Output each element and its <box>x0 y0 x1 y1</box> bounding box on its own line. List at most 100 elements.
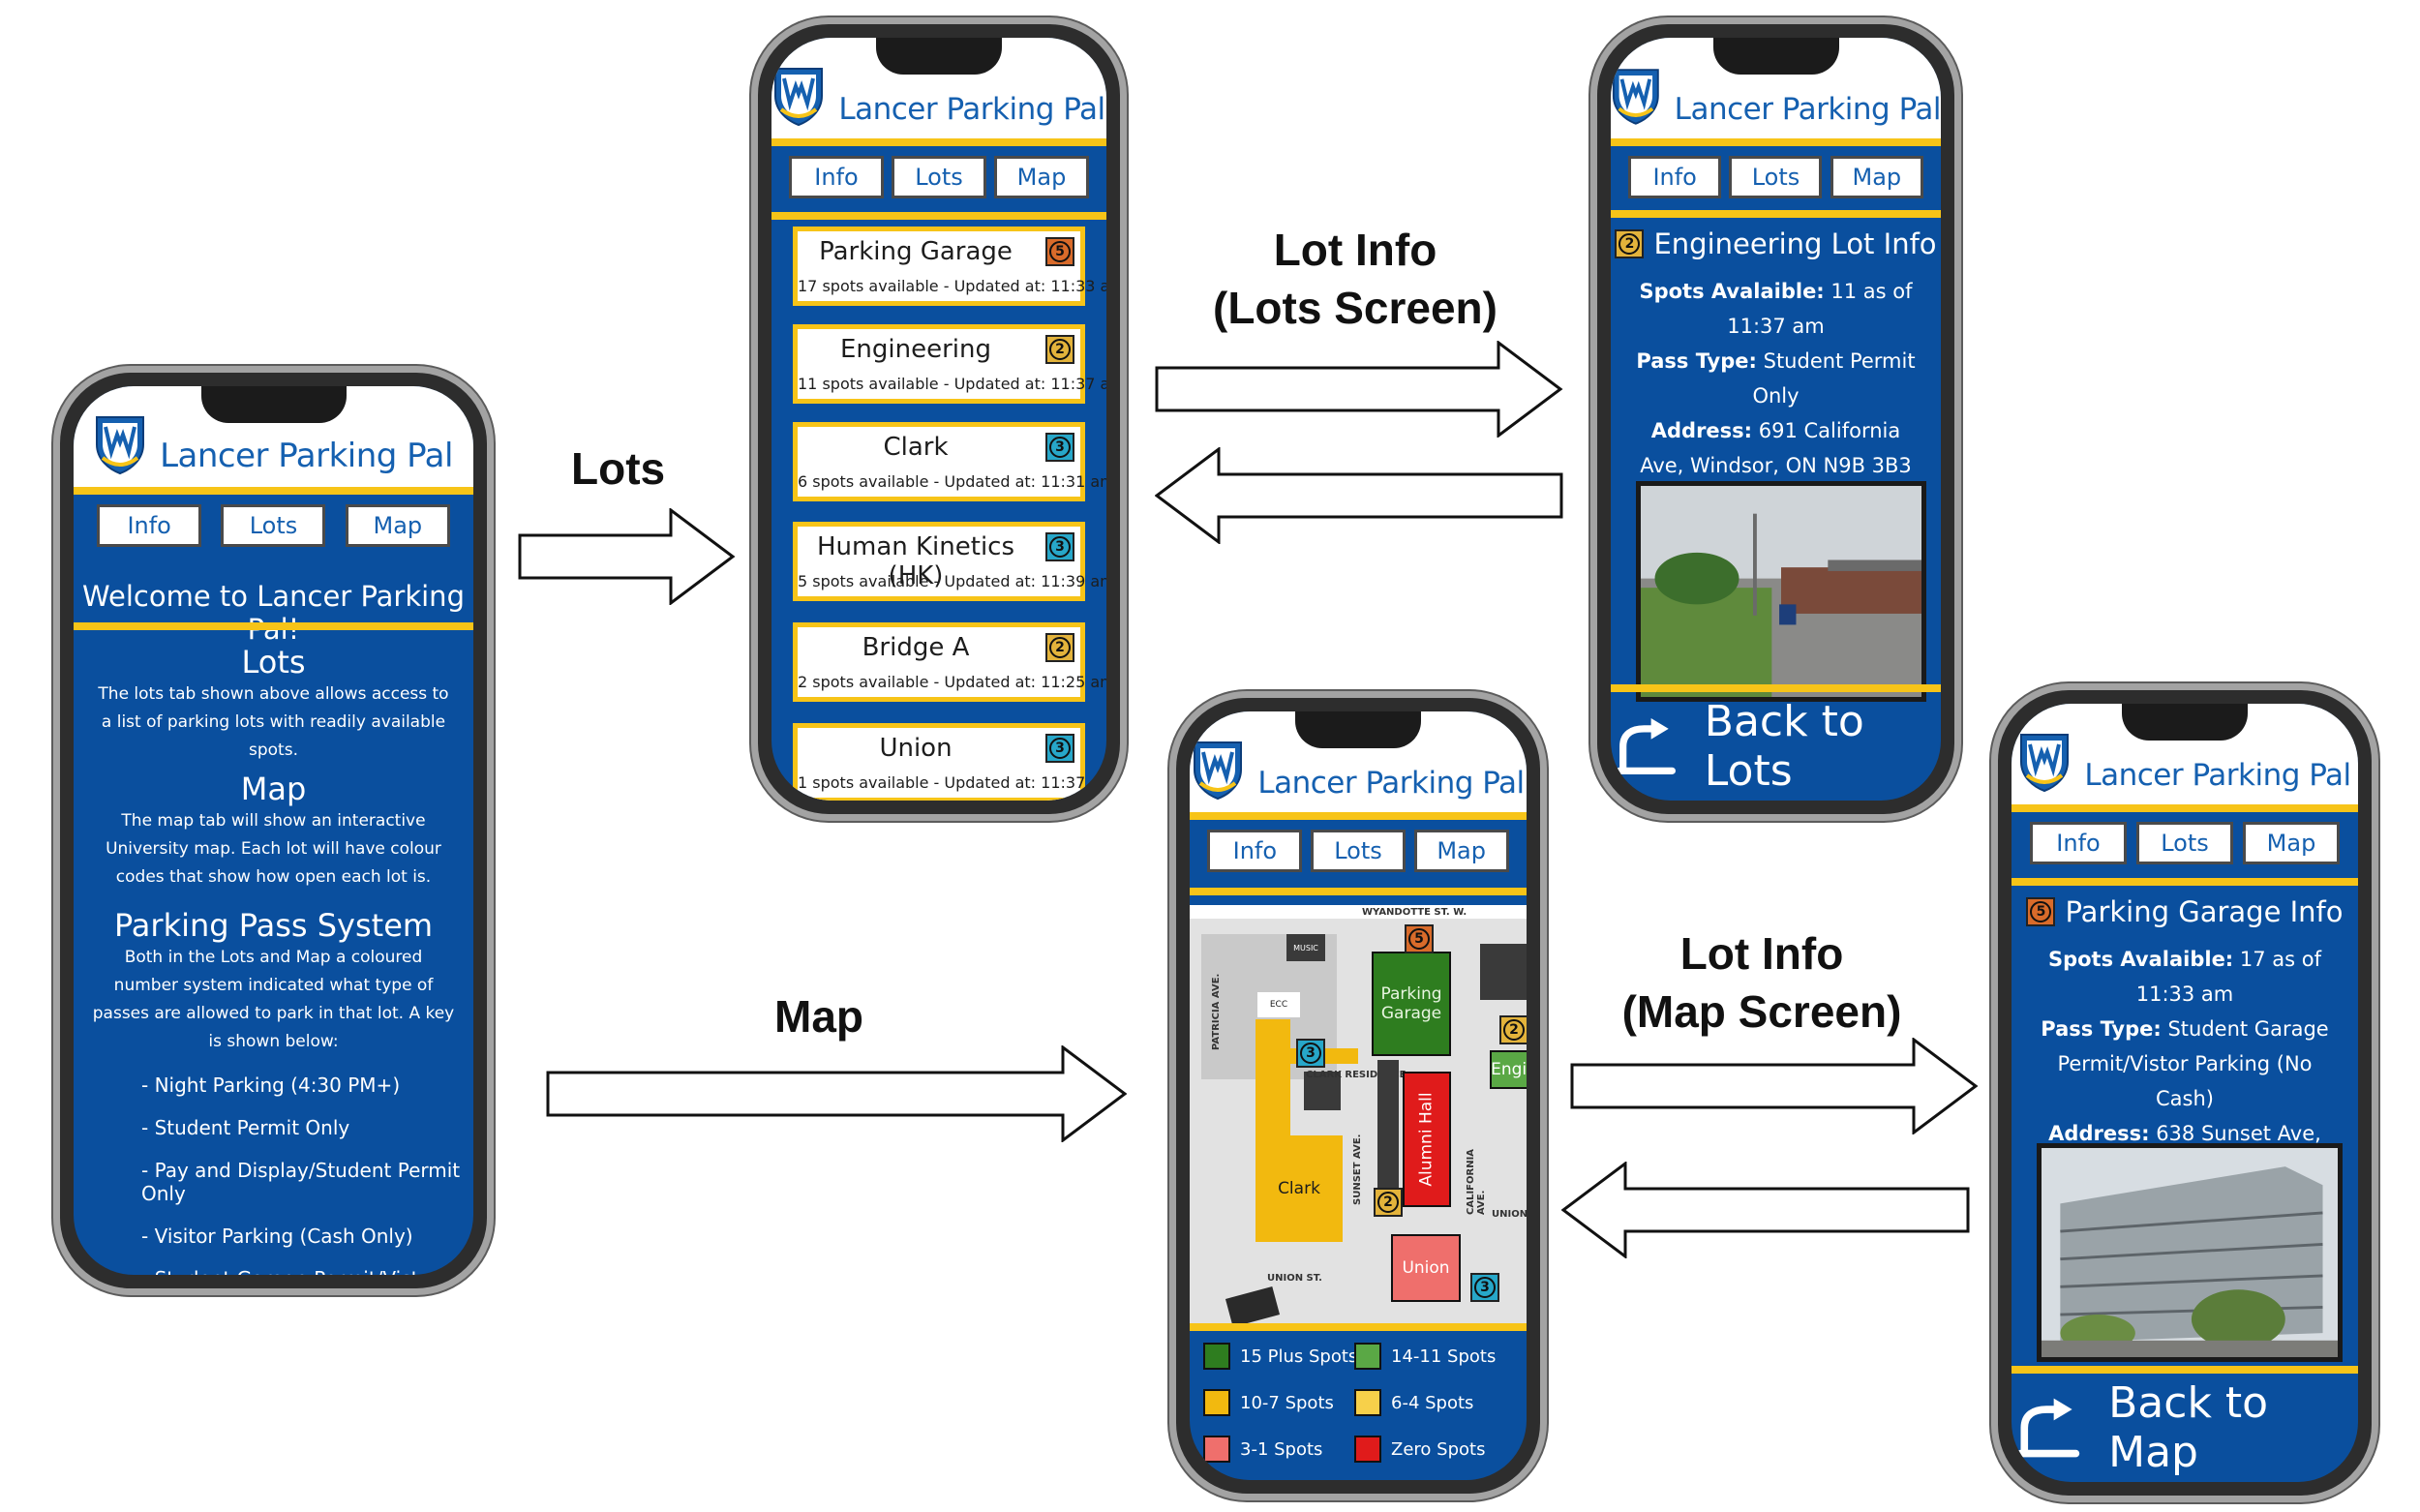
pass-badge-icon: 3 <box>1045 734 1074 763</box>
legend-item: 6-4 Spots <box>1354 1389 1473 1416</box>
lot-info-panel: 2 Engineering Lot Info Spots Avalaible: … <box>1611 227 1941 483</box>
back-to-lots-button[interactable]: Back to Lots <box>1611 684 1941 801</box>
left-arrow-icon <box>1561 1162 1970 1258</box>
pass-badge-icon: 5 <box>1405 924 1434 953</box>
lots-heading: Lots <box>241 644 306 680</box>
lot-card-engineering[interactable]: Engineering 2 11 spots available - Updat… <box>793 324 1106 404</box>
phone-lots: Lancer Parking Pal Info Lots Map Parking… <box>751 17 1127 821</box>
back-label: Back to Map <box>2108 1378 2269 1477</box>
legend-item: Zero Spots <box>1354 1436 1485 1463</box>
phone-notch <box>876 38 1002 75</box>
lots-description: The lots tab shown above allows access t… <box>98 684 449 760</box>
legend-swatch <box>1354 1343 1381 1370</box>
legend-item: 14-11 Spots <box>1354 1343 1496 1370</box>
tab-map[interactable]: Map <box>1830 156 1923 198</box>
tab-map[interactable]: Map <box>2243 822 2340 864</box>
welcome-text: Welcome to Lancer Parking Pal! <box>82 580 465 646</box>
right-arrow-icon <box>518 508 736 605</box>
tab-info[interactable]: Info <box>97 504 202 547</box>
tab-info[interactable]: Info <box>789 156 884 198</box>
tab-lots[interactable]: Lots <box>1310 830 1406 872</box>
map-lot-engineering[interactable]: Engin <box>1490 1050 1527 1089</box>
tab-lots[interactable]: Lots <box>221 504 326 547</box>
map-lot-clark[interactable]: Clark <box>1255 1135 1343 1242</box>
key-item: - Pay and Display/Student Permit Only <box>141 1159 461 1205</box>
tab-lots[interactable]: Lots <box>1729 156 1823 198</box>
tab-info[interactable]: Info <box>1207 830 1303 872</box>
nav-bar: Info Lots Map <box>74 504 473 547</box>
app-header: Lancer Parking Pal <box>2012 704 2358 812</box>
pass-badge-icon: 5 <box>1045 237 1074 266</box>
app-title: Lancer Parking Pal <box>2084 758 2351 793</box>
app-title: Lancer Parking Pal <box>1257 766 1525 801</box>
legend-item: 3-1 Spots <box>1203 1436 1322 1463</box>
shield-logo-icon <box>2018 731 2071 793</box>
lot-availability: 17 spots available - Updated at: 11:33 a… <box>798 277 1106 295</box>
road <box>1190 905 1527 919</box>
legend-swatch <box>1354 1436 1381 1463</box>
arrow-label-lot-info-lots: Lot Info (Lots Screen) <box>1213 225 1497 333</box>
phone-garage-info: Lancer Parking Pal Info Lots Map 5 Parki… <box>1991 683 2378 1502</box>
map-building-music: MUSIC <box>1286 934 1325 961</box>
phone-map: Lancer Parking Pal Info Lots Map WYANDOT… <box>1169 691 1547 1500</box>
back-arrow-icon <box>2012 1397 2081 1459</box>
lot-availability: 1 spots available - Updated at: 11:37 am <box>798 773 1106 792</box>
pass-line: Pass Type: Student Permit Only <box>1636 349 1916 408</box>
map-lot-union[interactable]: Union <box>1391 1234 1461 1302</box>
pass-badge-icon: 2 <box>1045 335 1074 364</box>
home-screen: Lancer Parking Pal Info Lots Map Welcome… <box>74 386 473 1275</box>
arrow-label-lots: Lots <box>571 443 666 494</box>
back-arrow-icon <box>1611 715 1678 777</box>
tab-info[interactable]: Info <box>2030 822 2127 864</box>
campus-map[interactable]: WYANDOTTE ST. W. MUSIC ECC PATRICIA AVE.… <box>1190 905 1527 1323</box>
key-item: - Student Garage Permit/Vistor <box>141 1267 473 1275</box>
pass-badge-icon: 5 <box>2026 897 2056 926</box>
street-label: CLARK RESIDENCE <box>1306 1070 1407 1080</box>
map-building <box>1480 944 1527 1000</box>
back-to-map-button[interactable]: Back to Map <box>2012 1366 2358 1482</box>
legend-swatch <box>1203 1389 1230 1416</box>
phone-notch <box>2122 704 2248 741</box>
shield-logo-icon <box>1611 65 1661 127</box>
phone-notch <box>200 386 347 423</box>
lot-name: Union <box>879 734 953 763</box>
map-building <box>1225 1286 1281 1323</box>
arrow-label-map: Map <box>774 991 863 1042</box>
street-label: PATRICIA AVE. <box>1211 973 1222 1050</box>
lot-availability: 6 spots available - Updated at: 11:31 am <box>798 472 1106 491</box>
key-item: - Student Permit Only <box>141 1116 350 1139</box>
lot-photo <box>1636 481 1926 702</box>
map-lot-alumni-hall[interactable]: Alumni Hall <box>1403 1072 1451 1207</box>
lot-card-union[interactable]: Union 3 1 spots available - Updated at: … <box>793 723 1106 801</box>
lot-name: Parking Garage <box>819 237 1013 266</box>
key-item: - Night Parking (4:30 PM+) <box>141 1074 401 1097</box>
map-lot-parking-garage[interactable]: Parking Garage <box>1372 952 1451 1056</box>
lot-card-hk[interactable]: Human Kinetics (HK) 3 5 spots available … <box>793 522 1106 601</box>
pass-badge-icon: 2 <box>1045 633 1074 662</box>
pass-heading: Parking Pass System <box>113 907 434 944</box>
pass-badge-icon: 3 <box>1045 433 1074 462</box>
lot-name: Human Kinetics (HK) <box>816 532 1015 590</box>
garage-info-screen: Lancer Parking Pal Info Lots Map 5 Parki… <box>2012 704 2358 1482</box>
pass-badge-icon: 2 <box>1615 229 1645 258</box>
lot-name: Clark <box>883 433 949 462</box>
lot-card-clark[interactable]: Clark 3 6 spots available - Updated at: … <box>793 422 1106 501</box>
tab-map[interactable]: Map <box>994 156 1089 198</box>
legend-swatch <box>1354 1389 1381 1416</box>
lot-availability: 2 spots available - Updated at: 11:25 am <box>798 673 1106 691</box>
tab-map[interactable]: Map <box>345 504 450 547</box>
tab-lots[interactable]: Lots <box>892 156 986 198</box>
lot-info-heading: Parking Garage Info <box>2065 895 2344 928</box>
app-title: Lancer Parking Pal <box>838 92 1105 127</box>
pass-badge-icon: 3 <box>1296 1039 1325 1068</box>
tab-map[interactable]: Map <box>1413 830 1509 872</box>
lot-card-parking-garage[interactable]: Parking Garage 5 17 spots available - Up… <box>793 227 1106 306</box>
lots-screen: Lancer Parking Pal Info Lots Map Parking… <box>771 38 1106 801</box>
lot-card-bridge-a[interactable]: Bridge A 2 2 spots available - Updated a… <box>793 622 1106 702</box>
spots-line: Spots Avalaible: 11 as of 11:37 am <box>1639 280 1913 338</box>
tab-lots[interactable]: Lots <box>2136 822 2233 864</box>
nav-bar: Info Lots Map <box>1611 156 1941 198</box>
phone-notch <box>1295 711 1421 748</box>
app-title: Lancer Parking Pal <box>160 437 453 475</box>
tab-info[interactable]: Info <box>1628 156 1722 198</box>
